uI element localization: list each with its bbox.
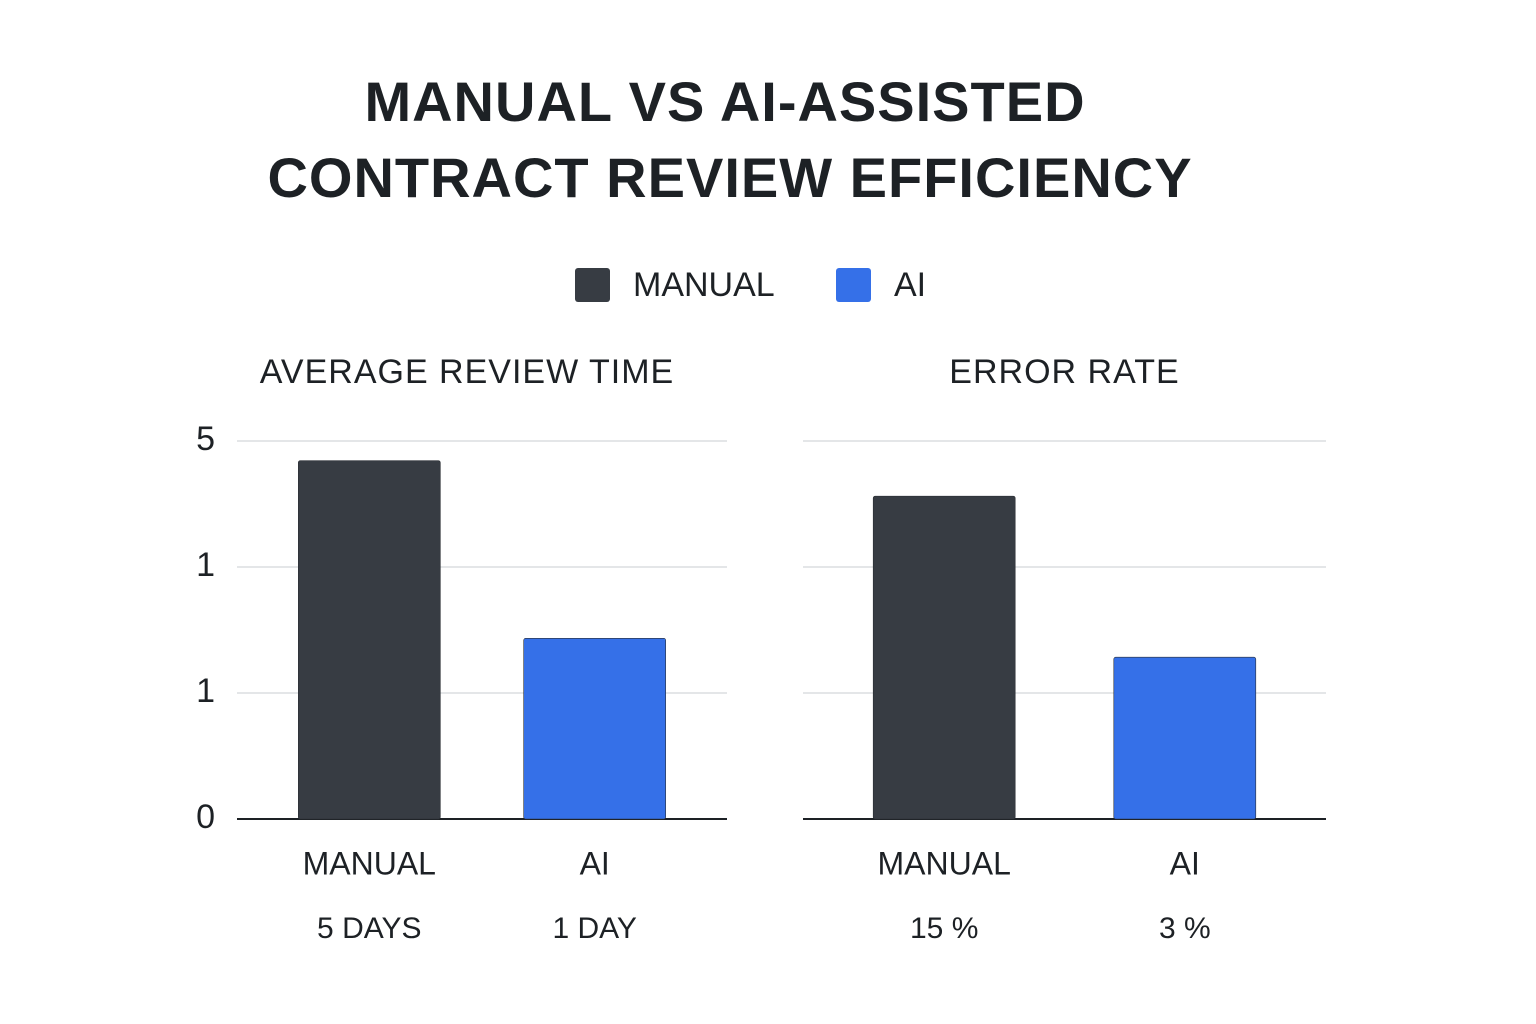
legend-label: MANUAL: [633, 266, 775, 304]
bar: [872, 495, 1016, 820]
title-line: CONTRACT REVIEW EFFICIENCY: [267, 146, 1192, 209]
bar: [297, 460, 441, 820]
x-tick-label: AI: [1170, 845, 1200, 881]
y-tick-label: 5: [196, 420, 215, 458]
value-caption: 15 %: [910, 912, 978, 945]
chart-title: AVERAGE REVIEW TIME: [260, 353, 674, 391]
x-tick-label: MANUAL: [303, 845, 436, 881]
bar: [523, 638, 667, 820]
title-line: MANUAL VS AI-ASSISTED: [364, 70, 1085, 133]
value-caption: 3 %: [1159, 912, 1211, 945]
x-tick-label: AI: [580, 845, 610, 881]
legend-swatch: [836, 268, 871, 302]
x-tick-label: MANUAL: [878, 845, 1011, 881]
value-caption: 1 DAY: [552, 912, 636, 945]
legend-swatch: [575, 268, 610, 302]
y-tick-label: 1: [196, 672, 215, 710]
bar: [1113, 656, 1257, 820]
legend-label: AI: [894, 266, 926, 304]
y-tick-label: 0: [196, 798, 215, 836]
chart-title: ERROR RATE: [949, 353, 1179, 391]
y-tick-label: 1: [196, 546, 215, 584]
value-caption: 5 DAYS: [317, 912, 422, 945]
